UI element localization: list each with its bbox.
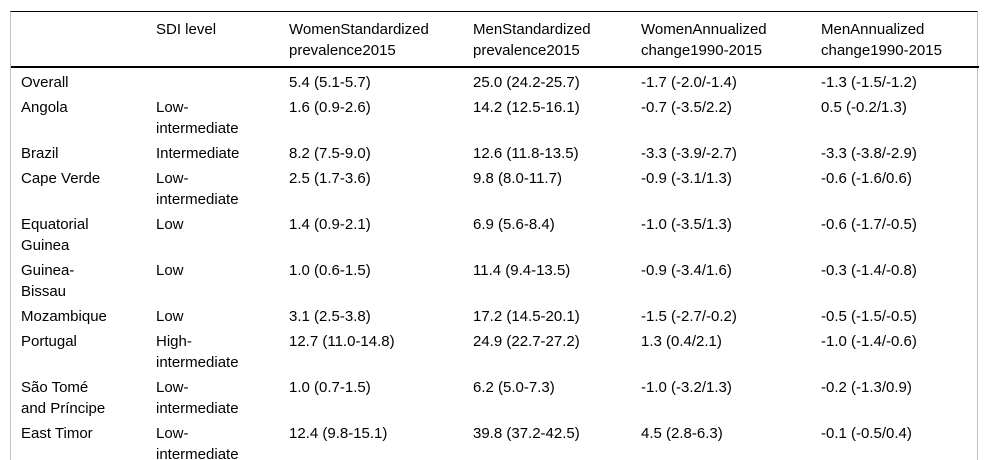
- cell-women-standardized: 12.4 (9.8-15.1): [289, 425, 388, 442]
- cell-men-standardized: 24.9 (22.7-27.2): [473, 333, 580, 350]
- prevalence-table: SDI level WomenStandardized prevalence20…: [11, 12, 979, 460]
- cell-men-annualized: -0.3 (-1.4/-0.8): [821, 262, 917, 279]
- column-header-women-annualized-change: WomenAnnualized change1990-2015: [641, 12, 821, 68]
- cell-sdi-level: High- intermediate: [156, 333, 239, 371]
- table-row: East Timor Low- intermediate 12.4 (9.8-1…: [11, 421, 979, 460]
- cell-men-standardized: 25.0 (24.2-25.7): [473, 74, 580, 91]
- cell-women-annualized: -0.7 (-3.5/2.2): [641, 99, 732, 116]
- cell-men-standardized: 6.2 (5.0-7.3): [473, 379, 555, 396]
- cell-women-standardized: 2.5 (1.7-3.6): [289, 170, 371, 187]
- cell-men-standardized: 39.8 (37.2-42.5): [473, 425, 580, 442]
- cell-sdi-level: Intermediate: [156, 145, 240, 162]
- cell-women-standardized: 1.0 (0.6-1.5): [289, 262, 371, 279]
- table-header: SDI level WomenStandardized prevalence20…: [11, 12, 979, 68]
- cell-men-standardized: 12.6 (11.8-13.5): [473, 145, 579, 162]
- header-row: SDI level WomenStandardized prevalence20…: [11, 12, 979, 68]
- cell-country: Overall: [21, 74, 69, 91]
- cell-country: Portugal: [21, 333, 77, 350]
- cell-women-annualized: -1.5 (-2.7/-0.2): [641, 308, 737, 325]
- table-row: Overall 5.4 (5.1-5.7) 25.0 (24.2-25.7) -…: [11, 67, 979, 95]
- cell-country: East Timor: [21, 425, 93, 442]
- cell-men-annualized: -0.1 (-0.5/0.4): [821, 425, 912, 442]
- cell-men-annualized: -1.3 (-1.5/-1.2): [821, 74, 917, 91]
- cell-country: Mozambique: [21, 308, 107, 325]
- cell-sdi-level: Low- intermediate: [156, 425, 239, 460]
- column-header-men-standardized-prevalence: MenStandardized prevalence2015: [473, 12, 641, 68]
- cell-women-standardized: 1.6 (0.9-2.6): [289, 99, 371, 116]
- cell-women-annualized: -1.0 (-3.5/1.3): [641, 216, 732, 233]
- cell-men-standardized: 11.4 (9.4-13.5): [473, 262, 571, 279]
- cell-women-standardized: 1.4 (0.9-2.1): [289, 216, 371, 233]
- cell-country: Equatorial Guinea: [21, 216, 89, 254]
- table-row: Portugal High- intermediate 12.7 (11.0-1…: [11, 329, 979, 375]
- cell-women-annualized: 4.5 (2.8-6.3): [641, 425, 723, 442]
- cell-men-standardized: 9.8 (8.0-11.7): [473, 170, 562, 187]
- table-body: Overall 5.4 (5.1-5.7) 25.0 (24.2-25.7) -…: [11, 67, 979, 460]
- column-header-women-standardized-prevalence: WomenStandardized prevalence2015: [289, 12, 473, 68]
- cell-men-annualized: -0.2 (-1.3/0.9): [821, 379, 912, 396]
- column-header-men-annualized-change: MenAnnualized change1990-2015: [821, 12, 979, 68]
- cell-women-annualized: 1.3 (0.4/2.1): [641, 333, 722, 350]
- table-row: São Tomé and Príncipe Low- intermediate …: [11, 375, 979, 421]
- prevalence-table-container: SDI level WomenStandardized prevalence20…: [10, 11, 979, 460]
- cell-men-standardized: 17.2 (14.5-20.1): [473, 308, 580, 325]
- table-row: Mozambique Low 3.1 (2.5-3.8) 17.2 (14.5-…: [11, 304, 979, 329]
- cell-sdi-level: Low: [156, 262, 184, 279]
- column-header-sdi-level: SDI level: [156, 12, 289, 68]
- cell-women-annualized: -0.9 (-3.1/1.3): [641, 170, 732, 187]
- cell-sdi-level: Low: [156, 216, 184, 233]
- cell-women-standardized: 3.1 (2.5-3.8): [289, 308, 371, 325]
- cell-men-standardized: 14.2 (12.5-16.1): [473, 99, 580, 116]
- cell-men-annualized: -0.6 (-1.6/0.6): [821, 170, 912, 187]
- cell-men-standardized: 6.9 (5.6-8.4): [473, 216, 555, 233]
- cell-sdi-level: Low- intermediate: [156, 379, 239, 417]
- cell-men-annualized: -3.3 (-3.8/-2.9): [821, 145, 917, 162]
- table-row: Equatorial Guinea Low 1.4 (0.9-2.1) 6.9 …: [11, 212, 979, 258]
- cell-women-annualized: -1.0 (-3.2/1.3): [641, 379, 732, 396]
- cell-sdi-level: Low: [156, 308, 184, 325]
- cell-men-annualized: -0.6 (-1.7/-0.5): [821, 216, 917, 233]
- table-row: Cape Verde Low- intermediate 2.5 (1.7-3.…: [11, 166, 979, 212]
- cell-women-annualized: -3.3 (-3.9/-2.7): [641, 145, 737, 162]
- cell-country: Angola: [21, 99, 68, 116]
- cell-country: São Tomé and Príncipe: [21, 379, 106, 417]
- cell-men-annualized: 0.5 (-0.2/1.3): [821, 99, 907, 116]
- column-header-country: [11, 12, 156, 68]
- cell-country: Guinea- Bissau: [21, 262, 75, 300]
- cell-women-standardized: 8.2 (7.5-9.0): [289, 145, 371, 162]
- cell-women-annualized: -0.9 (-3.4/1.6): [641, 262, 732, 279]
- table-row: Brazil Intermediate 8.2 (7.5-9.0) 12.6 (…: [11, 141, 979, 166]
- cell-country: Cape Verde: [21, 170, 101, 187]
- cell-men-annualized: -1.0 (-1.4/-0.6): [821, 333, 917, 350]
- cell-sdi-level: [156, 67, 289, 95]
- cell-women-standardized: 1.0 (0.7-1.5): [289, 379, 371, 396]
- cell-country: Brazil: [21, 145, 59, 162]
- cell-women-standardized: 12.7 (11.0-14.8): [289, 333, 395, 350]
- cell-sdi-level: Low- intermediate: [156, 170, 239, 208]
- cell-men-annualized: -0.5 (-1.5/-0.5): [821, 308, 917, 325]
- cell-women-annualized: -1.7 (-2.0/-1.4): [641, 74, 737, 91]
- cell-women-standardized: 5.4 (5.1-5.7): [289, 74, 371, 91]
- table-row: Angola Low- intermediate 1.6 (0.9-2.6) 1…: [11, 95, 979, 141]
- table-row: Guinea- Bissau Low 1.0 (0.6-1.5) 11.4 (9…: [11, 258, 979, 304]
- cell-sdi-level: Low- intermediate: [156, 99, 239, 137]
